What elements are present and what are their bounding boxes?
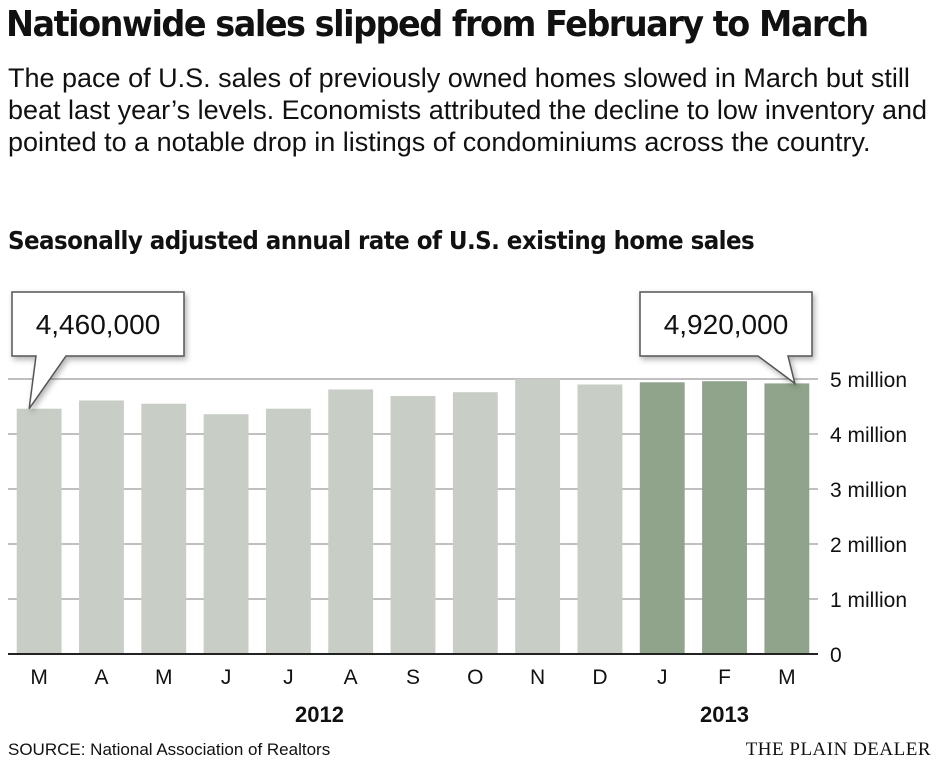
x-tick-label: M	[30, 666, 48, 689]
year-label-2012: 2012	[295, 702, 344, 727]
x-tick-label: D	[592, 666, 607, 689]
bar-3	[141, 403, 187, 654]
x-tick-label: A	[344, 666, 358, 689]
headline: Nationwide sales slipped from February t…	[6, 4, 869, 45]
bar-7	[390, 396, 436, 654]
callout-label: 4,920,000	[664, 309, 789, 340]
callout-box	[11, 291, 185, 410]
bar-9	[515, 379, 561, 654]
x-tick-label: F	[718, 666, 731, 689]
callout-13: 4,920,000	[639, 291, 813, 386]
bar-4	[203, 414, 249, 654]
y-tick-label: 4 million	[830, 424, 907, 447]
bar-13	[764, 383, 810, 654]
bar-8	[452, 392, 498, 654]
x-tick-label: O	[467, 666, 483, 689]
callout-box	[639, 291, 813, 386]
callout-1: 4,460,000	[11, 291, 185, 410]
x-tick-label: J	[221, 666, 232, 689]
x-tick-label: J	[283, 666, 294, 689]
y-tick-label: 2 million	[830, 534, 907, 557]
bar-1	[16, 408, 62, 654]
bar-11	[639, 382, 685, 654]
bar-chart: 0 1 million 2 million 3 million 4 million 5 m…	[8, 291, 907, 727]
y-tick-label: 5 million	[830, 369, 907, 392]
year-label-2013: 2013	[700, 702, 749, 727]
y-tick-label: 3 million	[830, 479, 907, 502]
source-note: SOURCE: National Association of Realtors	[8, 740, 331, 759]
bar-2	[79, 400, 124, 654]
y-tick-label: 1 million	[830, 589, 907, 612]
bar-12	[702, 381, 747, 654]
dek-text: The pace of U.S. sales of previously own…	[8, 63, 928, 157]
x-tick-label: S	[406, 666, 420, 689]
bar-10	[577, 384, 623, 654]
chart-title: Seasonally adjusted annual rate of U.S. …	[8, 226, 755, 255]
x-tick-label: M	[778, 666, 796, 689]
x-tick-label: M	[155, 666, 173, 689]
x-tick-label: J	[657, 666, 668, 689]
x-tick-label: N	[530, 666, 545, 689]
bar-5	[265, 408, 311, 654]
callout-label: 4,460,000	[36, 309, 161, 340]
credit-logo: THE PLAIN DEALER	[745, 739, 931, 760]
bar-6	[328, 389, 374, 654]
x-tick-label: A	[94, 666, 108, 689]
y-tick-label: 0	[830, 644, 842, 667]
